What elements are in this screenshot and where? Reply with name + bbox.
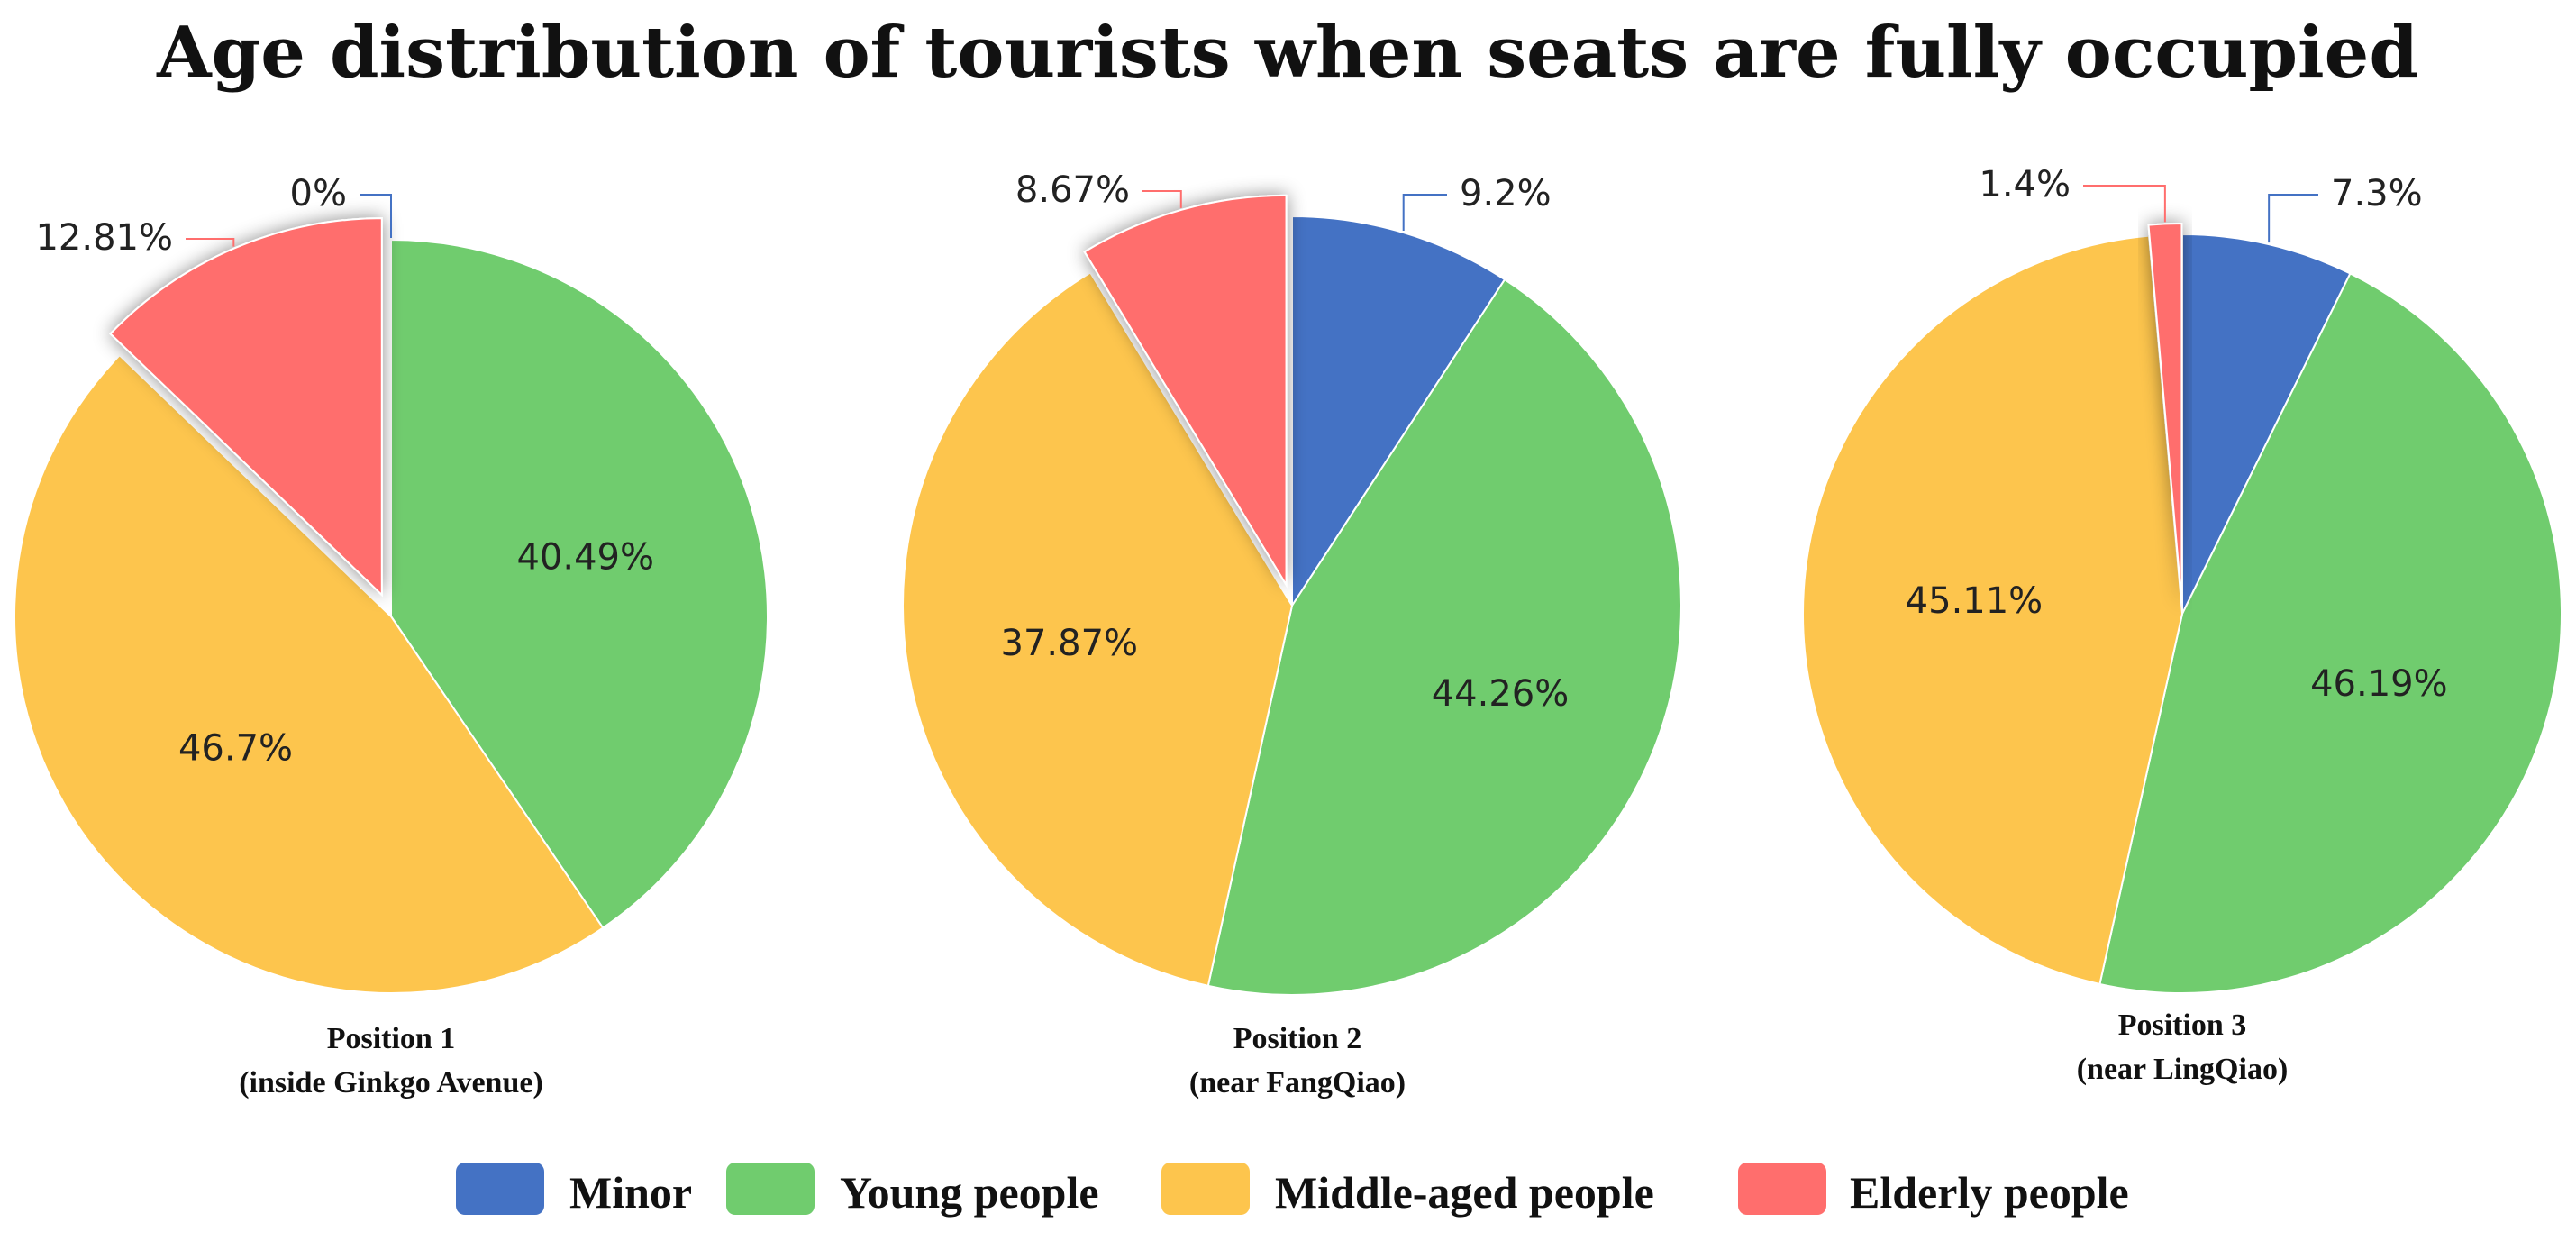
- legend-swatch-middle-aged: [1161, 1163, 1250, 1215]
- data-label-young-people: 44.26%: [1432, 673, 1570, 715]
- legend-label-elderly: Elderly people: [1850, 1167, 2129, 1218]
- pie-caption-position-1: Position 1 (inside Ginkgo Avenue): [239, 1022, 543, 1100]
- legend: Minor Young people Middle-aged people El…: [456, 1163, 2129, 1218]
- pie-slice-elderly-people[interactable]: [109, 217, 383, 598]
- leader-line-minor: [1402, 194, 1447, 232]
- pie-slice-minor[interactable]: [2181, 233, 2352, 615]
- data-label-elderly-people: 12.81%: [35, 217, 173, 259]
- data-label-minor: 9.2%: [1460, 173, 1552, 214]
- legend-item-young[interactable]: Young people: [726, 1163, 1099, 1218]
- pies-layer: 0% 40.49% 46.7% 12.81% 9.2% 44.26% 37.87% 8.67%…: [14, 164, 2562, 996]
- chart-title: Age distribution of tourists when seats …: [156, 12, 2418, 94]
- pie-caption-title: Position 1: [327, 1022, 456, 1055]
- legend-label-middle-aged: Middle-aged people: [1275, 1167, 1654, 1218]
- pie-caption-subtitle: (inside Ginkgo Avenue): [239, 1066, 543, 1100]
- pie-slice-elderly-people[interactable]: [2147, 223, 2183, 604]
- legend-item-elderly[interactable]: Elderly people: [1738, 1163, 2129, 1218]
- data-label-young-people: 40.49%: [516, 537, 654, 579]
- legend-label-minor: Minor: [569, 1167, 692, 1218]
- legend-swatch-minor: [456, 1163, 544, 1215]
- leader-line-elderly-people: [2083, 185, 2166, 223]
- leader-line-minor: [2268, 194, 2318, 243]
- pie-position-1: 0% 40.49% 46.7% 12.81%: [14, 173, 769, 994]
- pie-caption-position-3: Position 3 (near LingQiao): [2077, 1008, 2289, 1086]
- pie-caption-position-2: Position 2 (near FangQiao): [1189, 1022, 1406, 1100]
- pie-slice-elderly-people[interactable]: [1083, 194, 1288, 589]
- leader-line-elderly-people: [186, 238, 235, 247]
- data-label-minor: 7.3%: [2331, 173, 2423, 214]
- pie-slice-middle-aged-people[interactable]: [1802, 234, 2184, 986]
- legend-item-minor[interactable]: Minor: [456, 1163, 692, 1218]
- pie-slice-minor[interactable]: [1291, 214, 1506, 609]
- pie-position-2: 9.2% 44.26% 37.87% 8.67%: [902, 169, 1682, 996]
- legend-label-young: Young people: [840, 1167, 1099, 1218]
- data-label-young-people: 46.19%: [2310, 663, 2448, 705]
- data-label-elderly-people: 1.4%: [1979, 164, 2071, 205]
- pie-caption-subtitle: (near FangQiao): [1189, 1066, 1406, 1100]
- data-label-middle-aged-people: 37.87%: [1001, 623, 1139, 664]
- pie-slice-middle-aged-people[interactable]: [14, 353, 605, 994]
- pie-caption-title: Position 2: [1233, 1022, 1362, 1055]
- pie-slice-middle-aged-people[interactable]: [902, 271, 1294, 988]
- data-label-minor: 0%: [290, 173, 347, 214]
- data-label-elderly-people: 8.67%: [1015, 169, 1130, 211]
- pie-caption-title: Position 3: [2118, 1008, 2247, 1042]
- legend-swatch-elderly: [1738, 1163, 1826, 1215]
- data-label-middle-aged-people: 46.7%: [178, 728, 293, 770]
- leader-line-elderly-people: [1142, 190, 1182, 208]
- leader-line-minor: [360, 194, 392, 238]
- pie-slice-young-people[interactable]: [390, 238, 769, 929]
- pie-slice-young-people[interactable]: [2098, 272, 2562, 994]
- legend-swatch-young: [726, 1163, 815, 1215]
- data-label-middle-aged-people: 45.11%: [1906, 580, 2044, 622]
- legend-item-middle-aged[interactable]: Middle-aged people: [1161, 1163, 1654, 1218]
- pie-position-3: 7.3% 46.19% 45.11% 1.4%: [1802, 164, 2562, 994]
- pie-caption-subtitle: (near LingQiao): [2077, 1053, 2289, 1086]
- pie-slice-young-people[interactable]: [1206, 278, 1682, 996]
